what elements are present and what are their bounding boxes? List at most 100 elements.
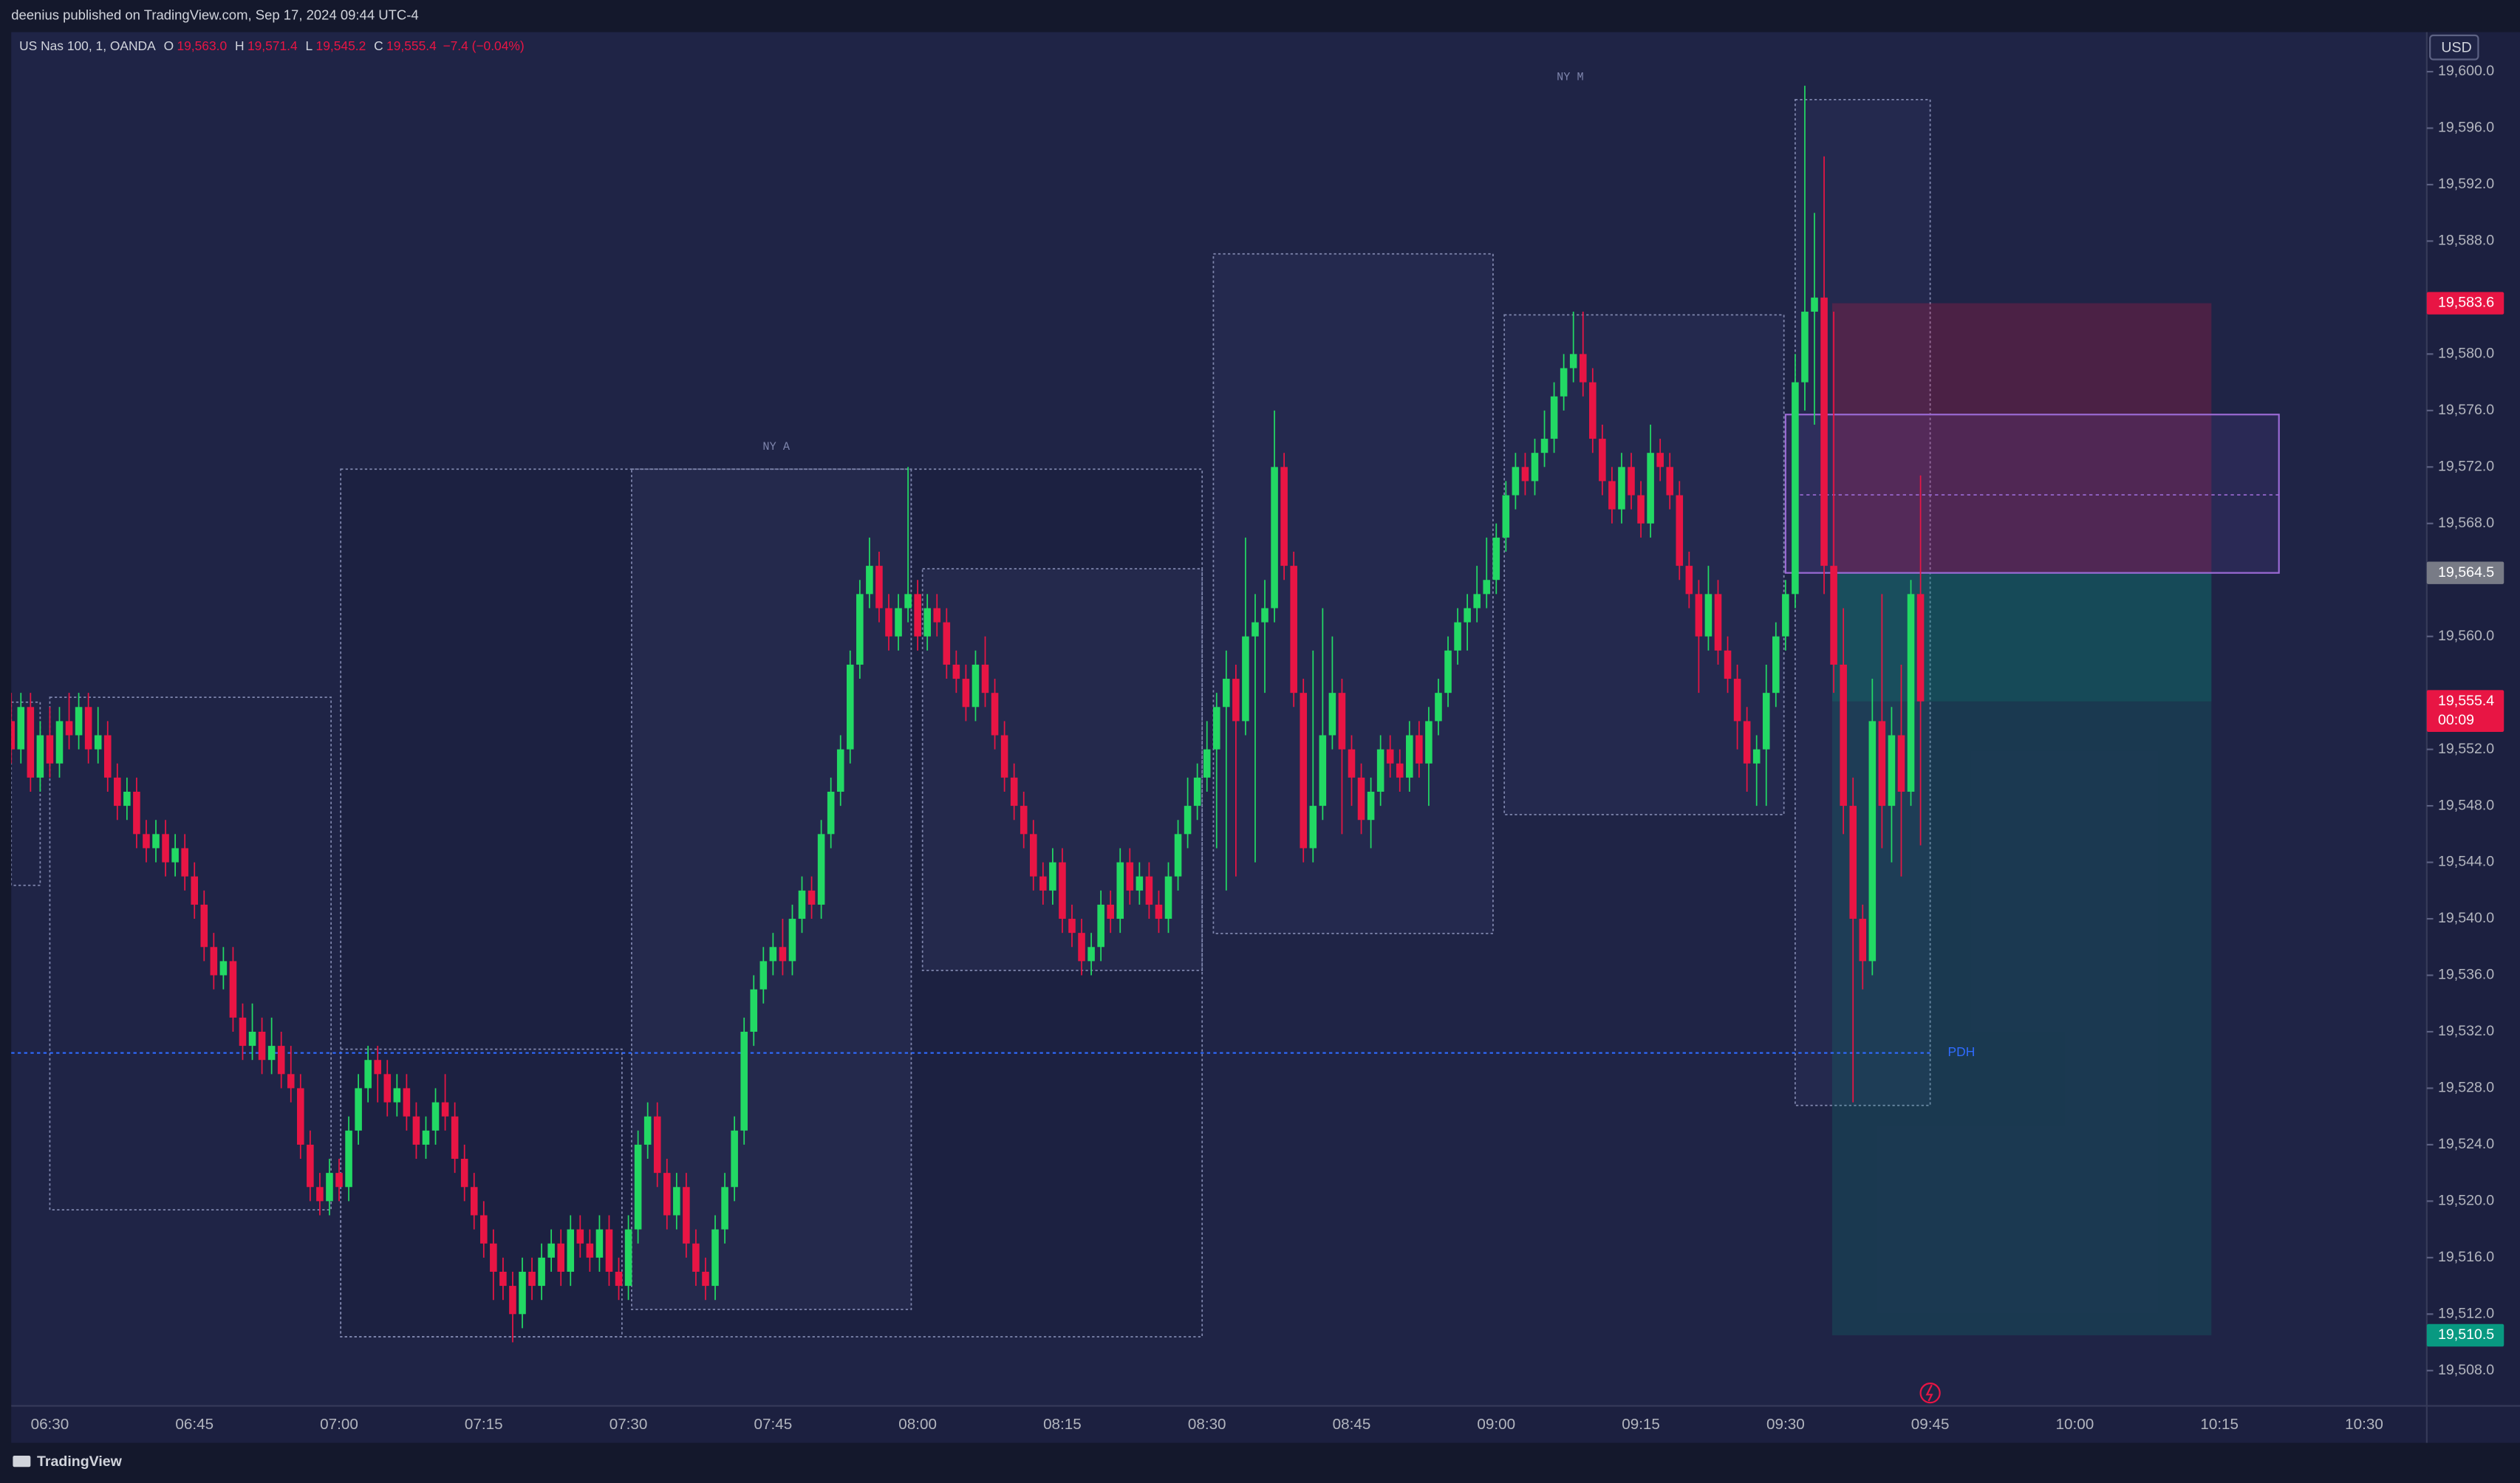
candle-body	[702, 1271, 709, 1287]
candle-body	[258, 1031, 266, 1061]
currency: USD	[2441, 39, 2471, 55]
price-badge	[2426, 1323, 2504, 1347]
candle-body	[972, 664, 980, 708]
candle-body	[1444, 650, 1452, 693]
candle-body	[952, 664, 960, 679]
candle-body	[1280, 467, 1288, 566]
candle-body	[1068, 919, 1076, 934]
y-tick-label: 19,552.0	[2438, 741, 2494, 757]
candle-body	[615, 1271, 623, 1287]
candle-body	[191, 876, 199, 905]
candle-body	[528, 1271, 536, 1287]
candle-body	[287, 1074, 295, 1089]
candle-body	[1126, 862, 1134, 891]
candle-body	[1704, 594, 1713, 637]
candle-body	[1599, 439, 1606, 482]
y-tick-label: 19,576.0	[2438, 402, 2494, 418]
candle-body	[692, 1243, 700, 1272]
zone-box	[1784, 414, 2280, 574]
x-tick-label: 06:30	[31, 1416, 69, 1433]
y-tick-label: 19,528.0	[2438, 1080, 2494, 1096]
candle-body	[1733, 679, 1741, 722]
candle-body	[1338, 693, 1346, 750]
legend-change: −7.4 (−0.04%)	[443, 38, 524, 53]
candle-body	[1752, 749, 1761, 764]
legend-value: 19,555.4	[386, 38, 437, 53]
candle-body	[1020, 806, 1028, 835]
candle-body	[1261, 608, 1268, 623]
drawings	[11, 99, 1931, 1338]
candle-body	[914, 594, 921, 637]
candle-body	[383, 1074, 392, 1103]
candle-body	[1859, 919, 1867, 962]
candle-body	[1685, 566, 1693, 595]
candle-body	[345, 1130, 352, 1188]
candle-body	[1801, 312, 1809, 383]
x-tick-label: 08:45	[1333, 1416, 1371, 1433]
candle-body	[624, 1229, 632, 1287]
open-profit-zone	[1831, 572, 2212, 702]
candle-body	[307, 1144, 314, 1188]
session-box	[1212, 253, 1494, 934]
candle-body	[547, 1243, 555, 1258]
y-tick-label: 19,548.0	[2438, 797, 2494, 813]
candle-body	[605, 1229, 613, 1272]
y-tick-label: 19,588.0	[2438, 233, 2494, 249]
candle-body	[1512, 467, 1520, 496]
candle-body	[1608, 481, 1616, 510]
y-tick-label: 19,520.0	[2438, 1193, 2494, 1209]
candle-body	[1792, 382, 1799, 595]
y-tick-label: 19,596.0	[2438, 120, 2494, 136]
candle-body	[1010, 777, 1018, 806]
candle-body	[1569, 354, 1577, 369]
candle-body	[470, 1187, 478, 1216]
candle-body	[1116, 862, 1124, 919]
candle-body	[297, 1088, 304, 1145]
candle-body	[1907, 594, 1915, 792]
candle-body	[94, 735, 102, 750]
candle-body	[991, 693, 999, 736]
candle-body	[1521, 467, 1529, 482]
overlay: 19,600.0 19,596.0 19,592.0 19,588.0 19,580.0…	[31, 34, 2504, 1433]
session-box	[11, 701, 41, 886]
candle-body	[1550, 396, 1558, 439]
candle-body	[923, 608, 931, 637]
candle-body	[1916, 594, 1925, 702]
candle-body	[1223, 679, 1230, 708]
price-badge-label: 19,510.5	[2438, 1326, 2494, 1343]
candle-body	[364, 1060, 372, 1089]
legend-value: 19,571.4	[247, 38, 298, 53]
price-badge	[2426, 292, 2504, 315]
candle-body	[509, 1286, 516, 1315]
candle-body	[1849, 806, 1857, 919]
legend: US Nas 100, 1, OANDA O 19,563.0 H 19,571.4 L 1…	[19, 38, 525, 53]
price-badge-label: 19,564.5	[2438, 564, 2494, 580]
candle-body	[75, 707, 83, 736]
last-price-badge	[2426, 690, 2504, 732]
legend-key: L	[306, 38, 313, 53]
candle-body	[1386, 749, 1394, 764]
candle-body	[1888, 735, 1896, 806]
x-tick-label: 07:45	[754, 1416, 793, 1433]
candle-body	[1309, 806, 1317, 849]
candle-body	[1252, 622, 1259, 637]
candle-body	[27, 707, 35, 778]
candle-body	[895, 608, 902, 637]
candle-body	[1782, 594, 1789, 637]
candle-body	[1000, 735, 1008, 778]
candle-body	[1762, 693, 1770, 750]
candle-body	[798, 890, 806, 919]
candle-body	[788, 919, 796, 962]
candle-body	[711, 1229, 719, 1287]
alert-icon[interactable]	[1919, 1383, 1941, 1404]
session-label: NY M	[1557, 70, 1584, 83]
candle-body	[267, 1046, 276, 1061]
candle-body	[403, 1088, 411, 1117]
x-tick-label: 09:45	[1911, 1416, 1950, 1433]
session-box	[1503, 314, 1785, 815]
candle-body	[480, 1215, 488, 1244]
x-tick-label: 07:15	[465, 1416, 503, 1433]
candle-body	[36, 735, 44, 778]
price-badge	[2426, 561, 2504, 584]
candle-body	[1492, 537, 1500, 580]
